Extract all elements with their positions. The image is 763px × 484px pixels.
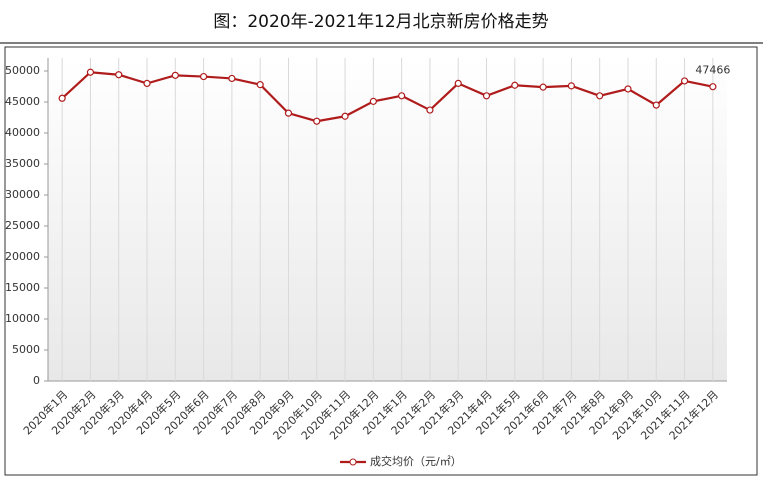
- point: [200, 72, 208, 81]
- point: [596, 92, 604, 100]
- point: [511, 81, 519, 89]
- y-tick-label: 5000: [12, 343, 40, 356]
- y-tick-label: 15000: [5, 281, 40, 294]
- data-label: 47466: [695, 64, 730, 77]
- point: [454, 79, 462, 88]
- y-tick-label: 25000: [5, 219, 40, 232]
- point: [115, 71, 123, 79]
- point: [398, 92, 406, 100]
- point: [482, 92, 491, 100]
- y-tick-label: 40000: [5, 126, 40, 139]
- point: [539, 83, 547, 91]
- point: [143, 79, 151, 88]
- legend-marker: [349, 458, 357, 466]
- y-tick-label: 45000: [5, 95, 40, 108]
- y-tick-label: 20000: [5, 250, 40, 263]
- point: [58, 94, 66, 102]
- point: [624, 85, 632, 93]
- y-tick-label: 30000: [5, 188, 40, 201]
- chart-frame: [4, 46, 758, 476]
- y-tick-label: 35000: [5, 157, 40, 170]
- point: [228, 74, 236, 83]
- legend-label: 成交均价（元/㎡）: [370, 454, 462, 468]
- point: [652, 101, 660, 109]
- y-tick-label: 10000: [5, 312, 40, 325]
- point: [256, 81, 264, 89]
- point: [171, 71, 179, 79]
- point: [313, 117, 321, 125]
- point: [341, 112, 349, 120]
- point: [284, 109, 293, 117]
- point: [567, 82, 575, 90]
- chart-title: 图：2020年-2021年12月北京新房价格走势: [213, 12, 548, 32]
- point: [709, 83, 717, 91]
- point: [369, 97, 377, 105]
- series-line: [61, 71, 714, 123]
- point: [680, 77, 689, 85]
- point: [426, 106, 434, 114]
- point: [86, 68, 95, 76]
- y-tick-label: 0: [33, 374, 40, 387]
- plot-area: [48, 58, 727, 381]
- y-tick-label: 50000: [5, 64, 40, 77]
